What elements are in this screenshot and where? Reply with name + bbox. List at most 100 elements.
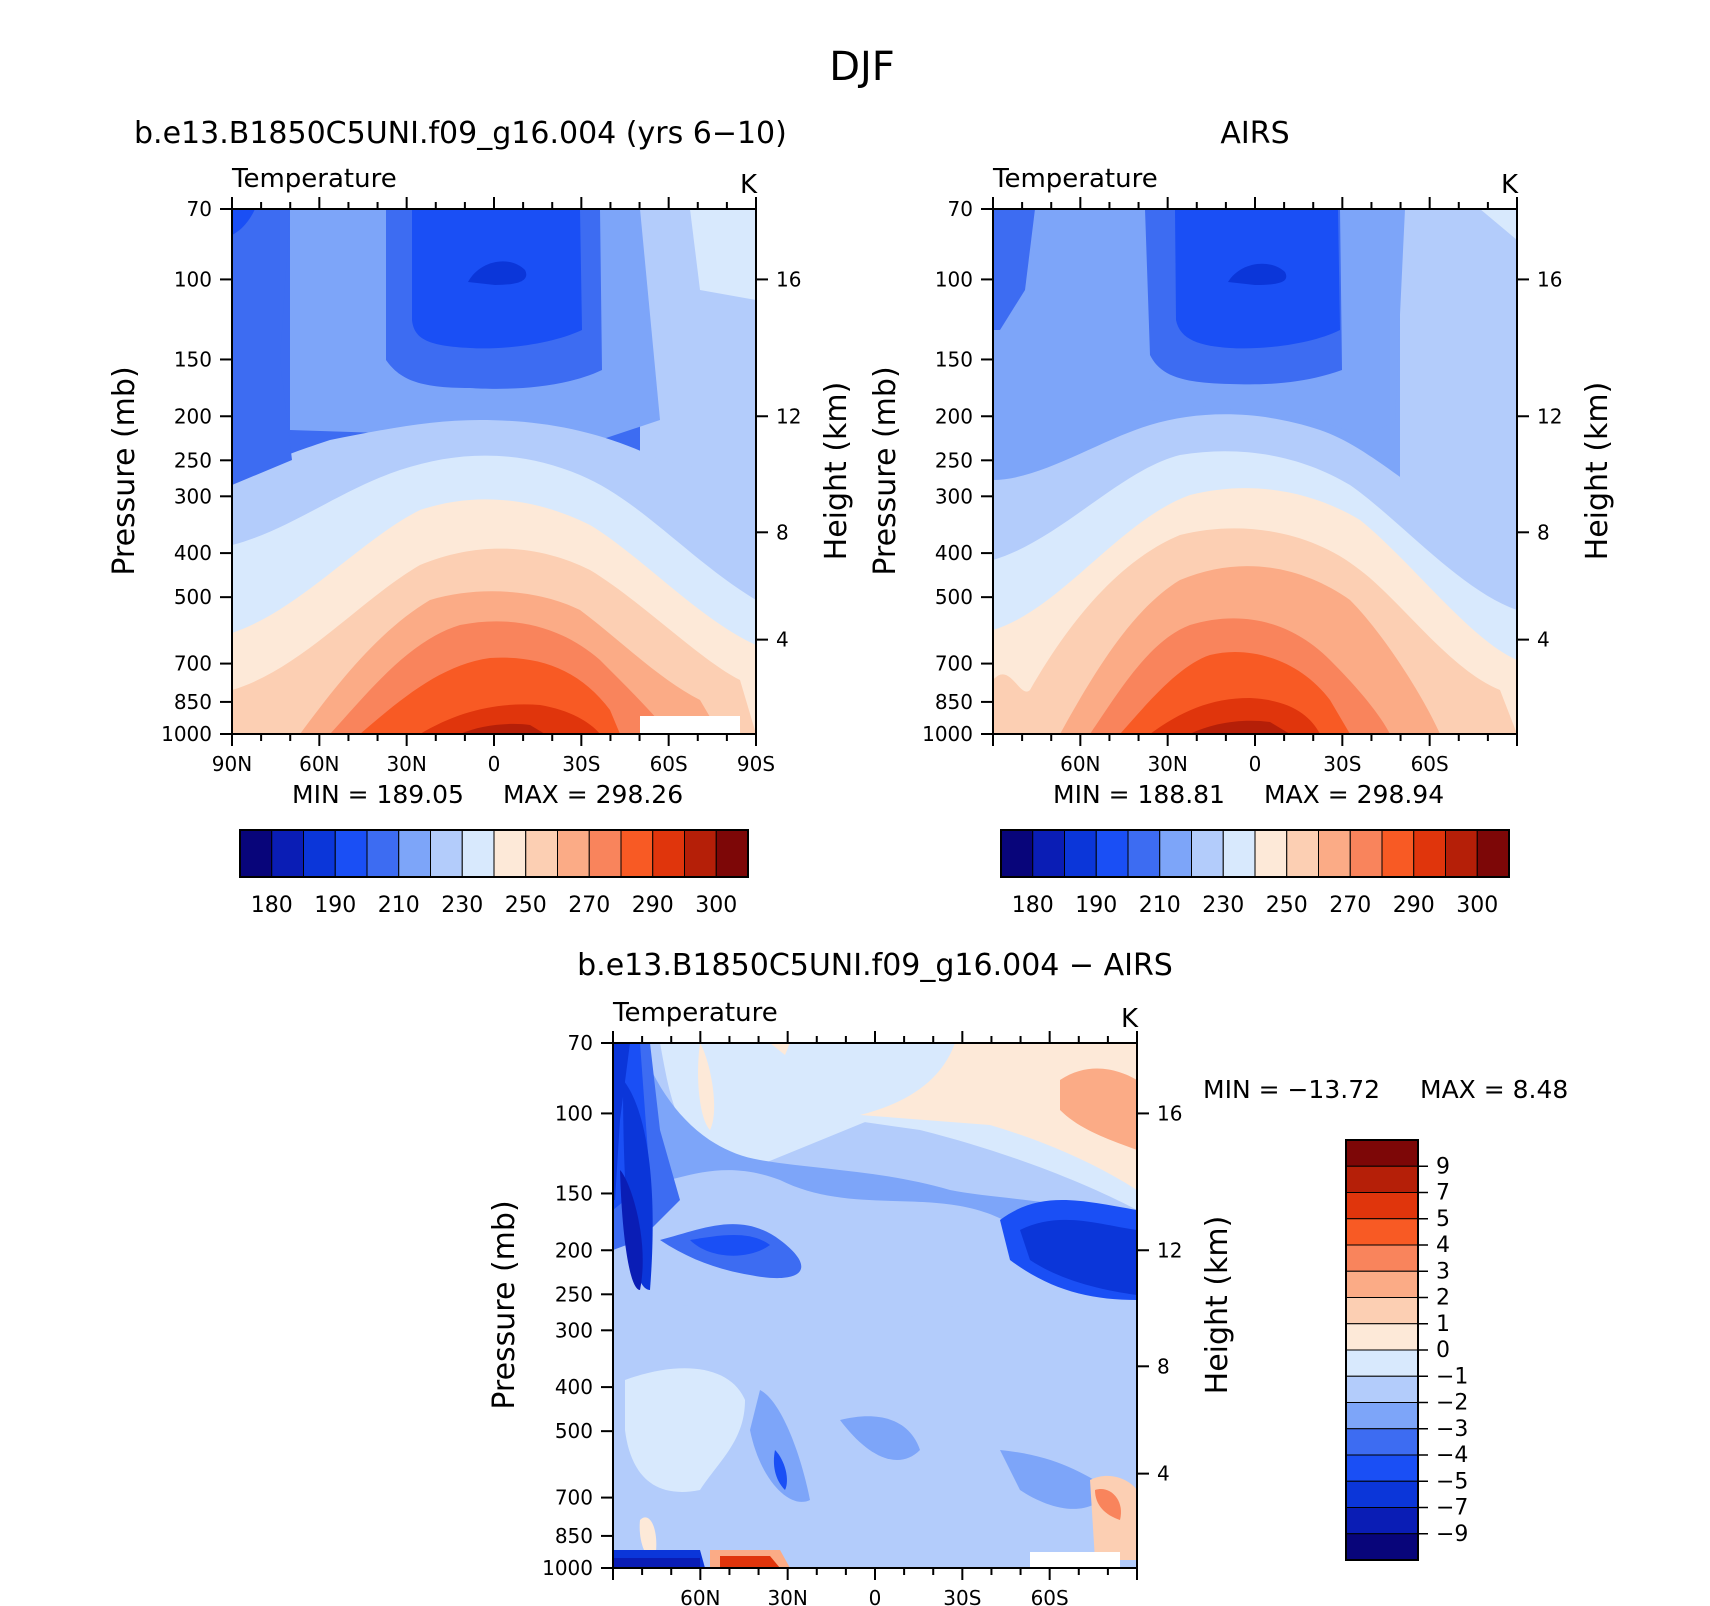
y-tick-label: 250	[555, 1282, 593, 1306]
panel-model-ylabel: Pressure (mb)	[107, 366, 142, 575]
colorbar-label: 230	[441, 893, 483, 918]
y-tick-label: 700	[174, 652, 212, 676]
panel-model-min: MIN = 189.05	[292, 780, 464, 809]
colorbar-swatch	[239, 829, 273, 878]
y-tick-label: 150	[935, 347, 973, 371]
y-right-tick-label: 8	[1537, 520, 1550, 544]
colorbar-swatch	[684, 829, 717, 878]
panel-diff-field	[613, 1043, 1137, 1568]
panel-airs-colorbar: 180 190 210 230 250 270 290 300	[1000, 829, 1510, 918]
colorbar-swatch	[271, 829, 304, 878]
y-tick-label: 850	[935, 690, 973, 714]
colorbar-label: 210	[378, 893, 420, 918]
colorbar-swatch	[1345, 1244, 1419, 1272]
colorbar-label: 230	[1202, 893, 1244, 918]
colorbar-label: 190	[1075, 893, 1117, 918]
colorbar-label: 9	[1436, 1154, 1450, 1179]
x-tick-label: 90N	[212, 752, 252, 776]
x-tick-label: 90S	[737, 752, 775, 776]
y-right-tick-label: 16	[776, 267, 801, 291]
x-tick-label: 30S	[943, 1586, 981, 1606]
panel-model-axes: 70 100 150 200 250 300 400 500 700 850 1000 16 12 8 4 9…	[161, 197, 801, 776]
colorbar-swatch	[557, 829, 590, 878]
x-tick-label: 0	[488, 752, 501, 776]
panel-model-colorbar: 180 190 210 230 250 270 290 300	[239, 829, 749, 918]
colorbar-swatch	[1345, 1270, 1419, 1298]
x-tick-label: 60S	[1031, 1586, 1069, 1606]
colorbar-label: 7	[1436, 1181, 1450, 1206]
panel-model-ylabel-right: Height (km)	[819, 382, 854, 561]
panel-airs-min: MIN = 188.81	[1053, 780, 1225, 809]
panel-airs-title: AIRS	[1220, 116, 1289, 151]
colorbar-frame	[239, 829, 749, 878]
colorbar-swatch	[1095, 829, 1129, 878]
colorbar-swatch	[1445, 829, 1478, 878]
x-tick-label: 60N	[1060, 752, 1100, 776]
colorbar-swatch	[1345, 1139, 1419, 1167]
colorbar-swatch	[1345, 1165, 1419, 1193]
panel-diff-min: MIN = −13.72	[1203, 1075, 1380, 1104]
colorbar-swatch	[1381, 829, 1415, 878]
colorbar-swatch	[1345, 1323, 1419, 1351]
y-right-tick-label: 4	[1157, 1462, 1170, 1486]
colorbar-label: 210	[1139, 893, 1181, 918]
y-tick-label: 400	[174, 541, 212, 565]
y-tick-label: 100	[174, 267, 212, 291]
panel-diff-title: b.e13.B1850C5UNI.f09_g16.004 − AIRS	[577, 948, 1173, 983]
x-tick-label: 30S	[562, 752, 600, 776]
x-tick-label: 30N	[767, 1586, 807, 1606]
colorbar-swatch	[334, 829, 368, 878]
y-tick-label: 400	[935, 541, 973, 565]
colorbar-label: −3	[1436, 1417, 1468, 1442]
y-tick-label: 150	[174, 347, 212, 371]
panel-model-subtitle: Temperature	[231, 164, 397, 194]
colorbar-label: 300	[695, 893, 737, 918]
panel-diff-subtitle: Temperature	[612, 998, 778, 1028]
colorbar-swatch	[430, 829, 463, 878]
y-tick-label: 100	[555, 1101, 593, 1125]
panel-model-title: b.e13.B1850C5UNI.f09_g16.004 (yrs 6−10)	[134, 116, 787, 151]
panel-airs-field	[993, 209, 1517, 734]
colorbar-swatch	[1345, 1349, 1419, 1377]
y-tick-label: 500	[555, 1419, 593, 1443]
panel-airs-ylabel-right: Height (km)	[1580, 382, 1615, 561]
colorbar-label: 3	[1436, 1259, 1450, 1284]
x-tick-label: 60S	[1411, 752, 1449, 776]
y-tick-label: 850	[174, 690, 212, 714]
colorbar-swatch	[366, 829, 400, 878]
panel-airs-max: MAX = 298.94	[1264, 780, 1444, 809]
y-tick-label: 1000	[161, 722, 212, 746]
y-right-tick-label: 12	[1157, 1238, 1182, 1262]
colorbar-label: −2	[1436, 1391, 1468, 1416]
colorbar-swatch	[1345, 1218, 1419, 1246]
panel-airs-units: K	[1501, 170, 1519, 200]
colorbar-swatch	[1032, 829, 1065, 878]
y-right-tick-label: 16	[1537, 267, 1562, 291]
colorbar-label: 270	[568, 893, 610, 918]
colorbar-label: 2	[1436, 1286, 1450, 1311]
colorbar-swatch	[715, 829, 749, 878]
colorbar-swatch	[398, 829, 431, 878]
colorbar-swatch	[1345, 1480, 1419, 1508]
colorbar-swatch	[1345, 1454, 1419, 1482]
colorbar-swatch	[1345, 1533, 1419, 1561]
y-tick-label: 700	[935, 652, 973, 676]
colorbar-swatch	[1127, 829, 1161, 878]
x-tick-label: 60N	[299, 752, 339, 776]
colorbar-swatch	[1345, 1192, 1419, 1220]
colorbar-swatch	[1222, 829, 1256, 878]
panel-model-field	[232, 209, 756, 734]
y-right-tick-label: 12	[1537, 404, 1562, 428]
colorbar-swatch	[1191, 829, 1224, 878]
y-right-tick-label: 12	[776, 404, 801, 428]
colorbar-label: 290	[1393, 893, 1435, 918]
colorbar-label: 5	[1436, 1207, 1450, 1232]
y-tick-label: 70	[948, 197, 973, 221]
colorbar-swatch	[1254, 829, 1288, 878]
panel-airs: AIRS Temperature K 70 100 150 200 250 300 400 5…	[868, 116, 1615, 918]
y-tick-label: 700	[555, 1486, 593, 1510]
panel-diff-units: K	[1121, 1004, 1139, 1034]
colorbar-label: 180	[251, 893, 293, 918]
